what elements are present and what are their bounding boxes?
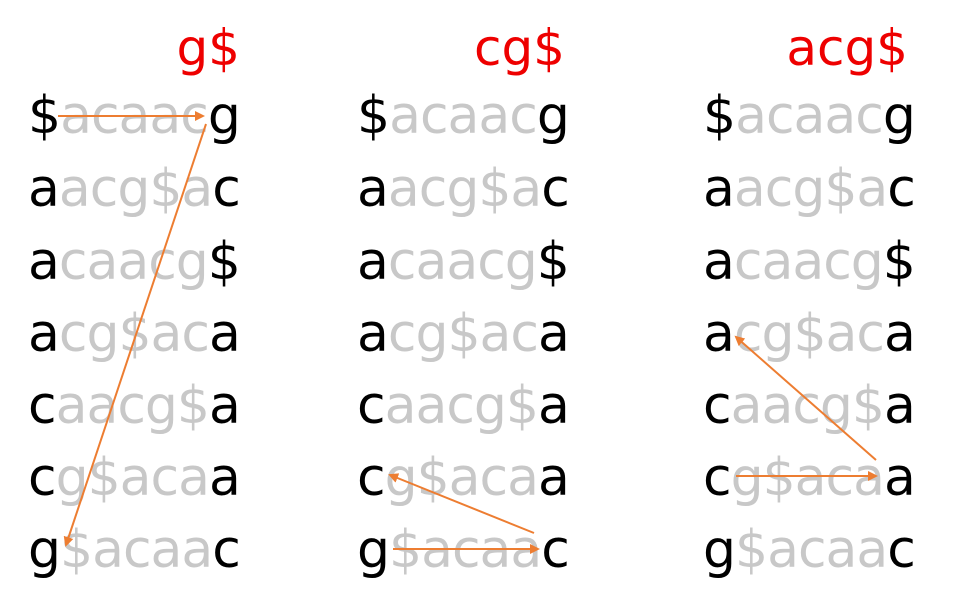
last-column-char: a [884, 448, 916, 508]
middle-chars: caacg [733, 232, 884, 292]
last-column-char: $ [882, 232, 916, 292]
first-column-char: a [703, 159, 735, 219]
middle-chars: cg$ac [733, 304, 885, 364]
last-column-char: c [212, 520, 241, 580]
middle-chars: aacg$ [730, 376, 885, 436]
rotation-row: g$acaac [703, 520, 916, 580]
first-column-char: a [357, 304, 389, 364]
first-column-char: a [28, 304, 60, 364]
middle-chars: acaac [389, 86, 538, 146]
middle-chars: $acaa [735, 520, 888, 580]
rotation-row: $acaacg [28, 86, 241, 146]
rotation-row: aacg$ac [703, 159, 916, 219]
middle-chars: acg$a [58, 159, 213, 219]
query-suffix: g$ [176, 19, 240, 77]
middle-chars: caacg [387, 232, 538, 292]
rotation-row: caacg$a [357, 376, 570, 436]
last-column-char: $ [207, 232, 241, 292]
rotation-row: $acaacg [703, 86, 916, 146]
middle-chars: g$aca [55, 448, 210, 508]
last-column-char: c [212, 159, 241, 219]
middle-chars: $acaa [389, 520, 542, 580]
last-column-char: $ [536, 232, 570, 292]
rotation-row: cg$acaa [28, 448, 241, 508]
last-column-char: a [209, 304, 241, 364]
rotation-row: acaacg$ [357, 232, 570, 292]
first-column-char: c [703, 376, 732, 436]
middle-chars: aacg$ [55, 376, 210, 436]
last-column-char: a [209, 448, 241, 508]
first-column-char: c [703, 448, 732, 508]
middle-chars: cg$ac [58, 304, 210, 364]
rotation-row: acg$aca [703, 304, 916, 364]
query-suffix: acg$ [786, 19, 908, 77]
rotation-row: acg$aca [357, 304, 570, 364]
first-column-char: a [703, 304, 735, 364]
last-column-char: c [541, 159, 570, 219]
rotation-row: g$acaac [357, 520, 570, 580]
middle-chars: aacg$ [384, 376, 539, 436]
last-column-char: c [541, 520, 570, 580]
first-column-char: g [28, 520, 61, 580]
last-column-char: a [209, 376, 241, 436]
first-column-char: c [28, 376, 57, 436]
first-column-char: a [703, 232, 735, 292]
bwt-matrix-panel-2: cg$ $acaacg aacg$ac acaacg$ acg$aca caac… [357, 0, 657, 603]
first-column-char: c [357, 448, 386, 508]
rotation-row: cg$acaa [357, 448, 570, 508]
first-column-char: a [357, 159, 389, 219]
first-column-char: g [357, 520, 390, 580]
first-column-char: a [357, 232, 389, 292]
first-column-char: $ [28, 86, 61, 146]
rotation-row: caacg$a [703, 376, 916, 436]
bwt-matrix-panel-3: acg$ $acaacg aacg$ac acaacg$ acg$aca caa… [703, 0, 968, 603]
middle-chars: acg$a [387, 159, 542, 219]
last-column-char: a [538, 304, 570, 364]
last-column-char: c [887, 520, 916, 580]
rotation-row: aacg$ac [357, 159, 570, 219]
rotation-row: aacg$ac [28, 159, 241, 219]
middle-chars: caacg [58, 232, 209, 292]
rotation-row: cg$acaa [703, 448, 916, 508]
last-column-char: g [882, 86, 916, 146]
middle-chars: g$aca [730, 448, 885, 508]
rotation-row: g$acaac [28, 520, 241, 580]
middle-chars: $acaa [60, 520, 213, 580]
first-column-char: g [703, 520, 736, 580]
first-column-char: $ [703, 86, 736, 146]
rotation-row: acaacg$ [703, 232, 916, 292]
first-column-char: $ [357, 86, 390, 146]
middle-chars: acaac [60, 86, 209, 146]
first-column-char: c [357, 376, 386, 436]
rotation-row: $acaacg [357, 86, 570, 146]
middle-chars: acaac [735, 86, 884, 146]
rotation-row: acaacg$ [28, 232, 241, 292]
last-column-char: a [884, 304, 916, 364]
last-column-char: a [538, 376, 570, 436]
middle-chars: g$aca [384, 448, 539, 508]
middle-chars: acg$a [733, 159, 888, 219]
rotation-row: acg$aca [28, 304, 241, 364]
bwt-matrix-panel-1: g$ $acaacg aacg$ac acaacg$ acg$aca caacg… [28, 0, 328, 603]
first-column-char: c [28, 448, 57, 508]
last-column-char: g [536, 86, 570, 146]
query-suffix: cg$ [473, 19, 565, 77]
first-column-char: a [28, 159, 60, 219]
last-column-char: g [207, 86, 241, 146]
last-column-char: a [538, 448, 570, 508]
last-column-char: a [884, 376, 916, 436]
last-column-char: c [887, 159, 916, 219]
first-column-char: a [28, 232, 60, 292]
rotation-row: caacg$a [28, 376, 241, 436]
middle-chars: cg$ac [387, 304, 539, 364]
